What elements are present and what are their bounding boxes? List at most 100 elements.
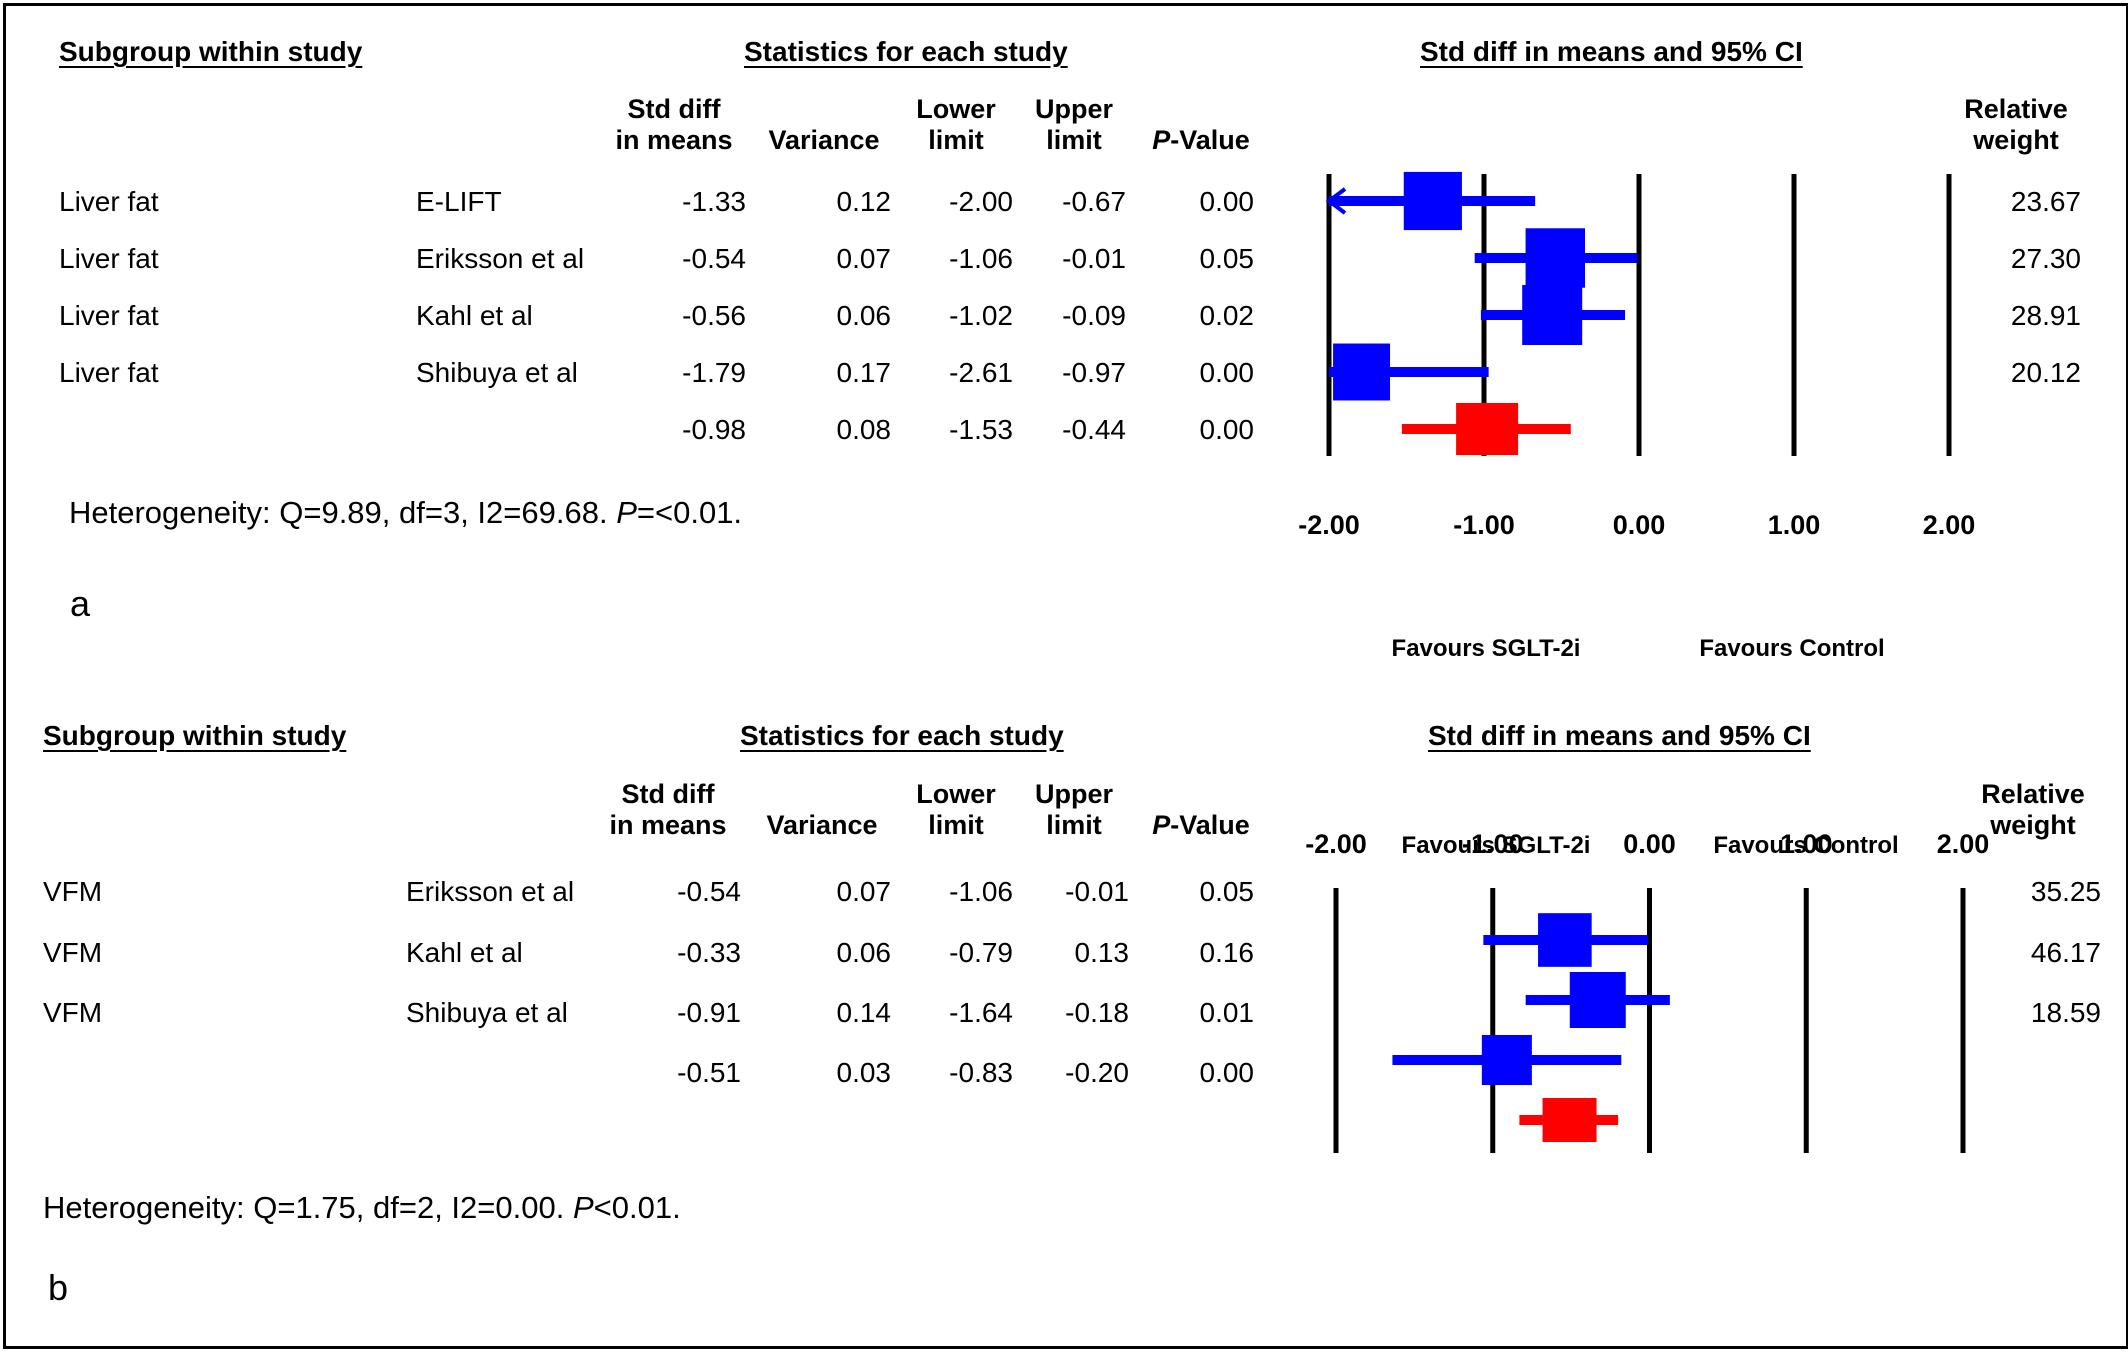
effect-square xyxy=(1403,171,1462,231)
col-header-upper: Upper limit xyxy=(1014,779,1134,841)
pvalue-cell: 0.01 xyxy=(1199,997,1255,1028)
upper-cell: -0.97 xyxy=(1062,357,1126,388)
study-cell: Kahl et al xyxy=(416,300,533,331)
study-cell: Kahl et al xyxy=(406,937,523,968)
pooled-effect-square xyxy=(1456,403,1519,455)
effect-square xyxy=(1481,1034,1532,1086)
study-cell: E-LIFT xyxy=(416,186,502,217)
col-header-lower-line1: Lower xyxy=(916,779,996,809)
pooled-smd-cell: -0.98 xyxy=(682,414,746,445)
col-header-smd: Std diff in means xyxy=(604,94,744,156)
upper-cell: -0.67 xyxy=(1062,186,1126,217)
variance-cell: 0.06 xyxy=(836,937,892,968)
col-header-smd-line2: in means xyxy=(609,810,727,840)
col-header-weight-line2: weight xyxy=(1973,125,2059,155)
smd-cell: -0.54 xyxy=(682,243,746,274)
lower-cell: -1.02 xyxy=(949,300,1013,331)
effect-square xyxy=(1569,972,1626,1028)
weight-cell: 27.30 xyxy=(2010,243,2081,274)
forest-panel-a: Subgroup within study Statistics for eac… xyxy=(3,3,2128,679)
lower-cell: -1.06 xyxy=(949,876,1013,907)
statistics-header: Statistics for each study xyxy=(740,720,1064,751)
forest-panel-b: Subgroup within study Statistics for eac… xyxy=(3,673,2128,1349)
smd-cell: -0.56 xyxy=(682,300,746,331)
col-header-upper-line1: Upper xyxy=(1034,94,1113,124)
lower-cell: -1.06 xyxy=(949,243,1013,274)
variance-cell: 0.17 xyxy=(836,357,892,388)
heterogeneity-note: Heterogeneity: Q=9.89, df=3, I2=69.68. P… xyxy=(69,495,742,531)
upper-cell: -0.01 xyxy=(1062,243,1126,274)
pooled-upper-cell: -0.20 xyxy=(1065,1057,1129,1088)
col-header-weight-line2: weight xyxy=(1990,810,2076,840)
col-header-weight: Relative weight xyxy=(1941,94,2091,156)
col-header-upper-line1: Upper xyxy=(1034,779,1113,809)
subgroup-cell: Liver fat xyxy=(59,186,159,217)
subgroup-cell: Liver fat xyxy=(59,300,159,331)
col-header-pvalue: P-Value xyxy=(1136,125,1266,156)
x-tick-label: -1.00 xyxy=(1462,829,1524,859)
subgroup-cell: VFM xyxy=(43,937,103,968)
lower-cell: -2.00 xyxy=(949,186,1013,217)
favours-left-label: Favours SGLT-2i xyxy=(1392,635,1581,662)
upper-cell: -0.18 xyxy=(1065,997,1129,1028)
heterogeneity-suffix: =<0.01. xyxy=(636,495,743,530)
pvalue-cell: 0.00 xyxy=(1199,186,1255,217)
smd-cell: -0.54 xyxy=(677,876,741,907)
favours-left-label: Favours SGLT-2i xyxy=(1402,832,1591,859)
pooled-lower-cell: -1.53 xyxy=(949,414,1013,445)
weight-cell: 28.91 xyxy=(2010,300,2081,331)
pvalue-cell: 0.00 xyxy=(1199,357,1255,388)
study-cell: Shibuya et al xyxy=(406,997,568,1028)
x-tick-label: 2.00 xyxy=(1923,510,1976,540)
col-header-smd: Std diff in means xyxy=(598,779,738,841)
col-header-variance: Variance xyxy=(766,810,878,840)
col-header-p-rest: -Value xyxy=(1170,810,1250,840)
heterogeneity-p: P xyxy=(616,495,637,530)
pvalue-cell: 0.02 xyxy=(1199,300,1255,331)
study-cell: Eriksson et al xyxy=(416,243,585,274)
truncation-arrow-icon xyxy=(1325,187,1347,215)
effect-square xyxy=(1522,285,1583,345)
pooled-effect-square xyxy=(1542,1098,1597,1142)
weight-cell: 23.67 xyxy=(2010,186,2081,217)
plot-header: Std diff in means and 95% CI xyxy=(1420,36,1803,67)
subgroup-cell: VFM xyxy=(43,876,103,907)
subgroup-header: Subgroup within study xyxy=(43,720,347,751)
col-header-variance: Variance xyxy=(768,125,880,155)
smd-cell: -1.79 xyxy=(682,357,746,388)
upper-cell: -0.09 xyxy=(1062,300,1126,331)
forest-plot-a: -2.00 -1.00 0.00 1.00 2.00 Favours SGLT-2i Fav… xyxy=(1298,171,1976,662)
subgroup-cell: Liver fat xyxy=(59,243,159,274)
favours-right-label: Favours Control xyxy=(1699,635,1884,662)
effect-square xyxy=(1525,228,1586,288)
upper-cell: -0.01 xyxy=(1065,876,1129,907)
variance-cell: 0.06 xyxy=(836,300,892,331)
subgroup-cell: VFM xyxy=(43,997,103,1028)
col-header-smd-line2: in means xyxy=(615,125,733,155)
col-header-p-rest: -Value xyxy=(1170,125,1250,155)
col-header-p-italic: P xyxy=(1152,810,1171,840)
weight-cell: 46.17 xyxy=(2030,937,2101,968)
x-tick-label: 1.00 xyxy=(1780,829,1833,859)
pvalue-cell: 0.05 xyxy=(1199,243,1255,274)
col-header-lower: Lower limit xyxy=(896,779,1016,841)
weight-cell: 20.12 xyxy=(2010,357,2081,388)
pvalue-cell: 0.05 xyxy=(1199,876,1255,907)
pooled-lower-cell: -0.83 xyxy=(949,1057,1013,1088)
heterogeneity-prefix: Heterogeneity: Q=9.89, df=3, I2=69.68. xyxy=(69,495,617,530)
effect-square xyxy=(1333,343,1391,401)
col-header-weight: Relative weight xyxy=(1958,779,2108,841)
col-header-lower-line2: limit xyxy=(928,125,984,155)
panel-label-a: a xyxy=(70,583,91,624)
col-header-weight-line1: Relative xyxy=(1981,779,2085,809)
favours-right-label: Favours Control xyxy=(1713,832,1898,859)
x-tick-label: -2.00 xyxy=(1298,510,1360,540)
panel-label-b: b xyxy=(48,1267,69,1308)
col-header-smd-line1: Std diff xyxy=(627,94,721,124)
x-tick-label: 2.00 xyxy=(1937,829,1990,859)
col-header-upper-line2: limit xyxy=(1046,810,1102,840)
x-tick-label: -1.00 xyxy=(1453,510,1515,540)
pooled-upper-cell: -0.44 xyxy=(1062,414,1126,445)
pooled-pvalue-cell: 0.00 xyxy=(1199,1057,1255,1088)
plot-header: Std diff in means and 95% CI xyxy=(1428,720,1811,751)
